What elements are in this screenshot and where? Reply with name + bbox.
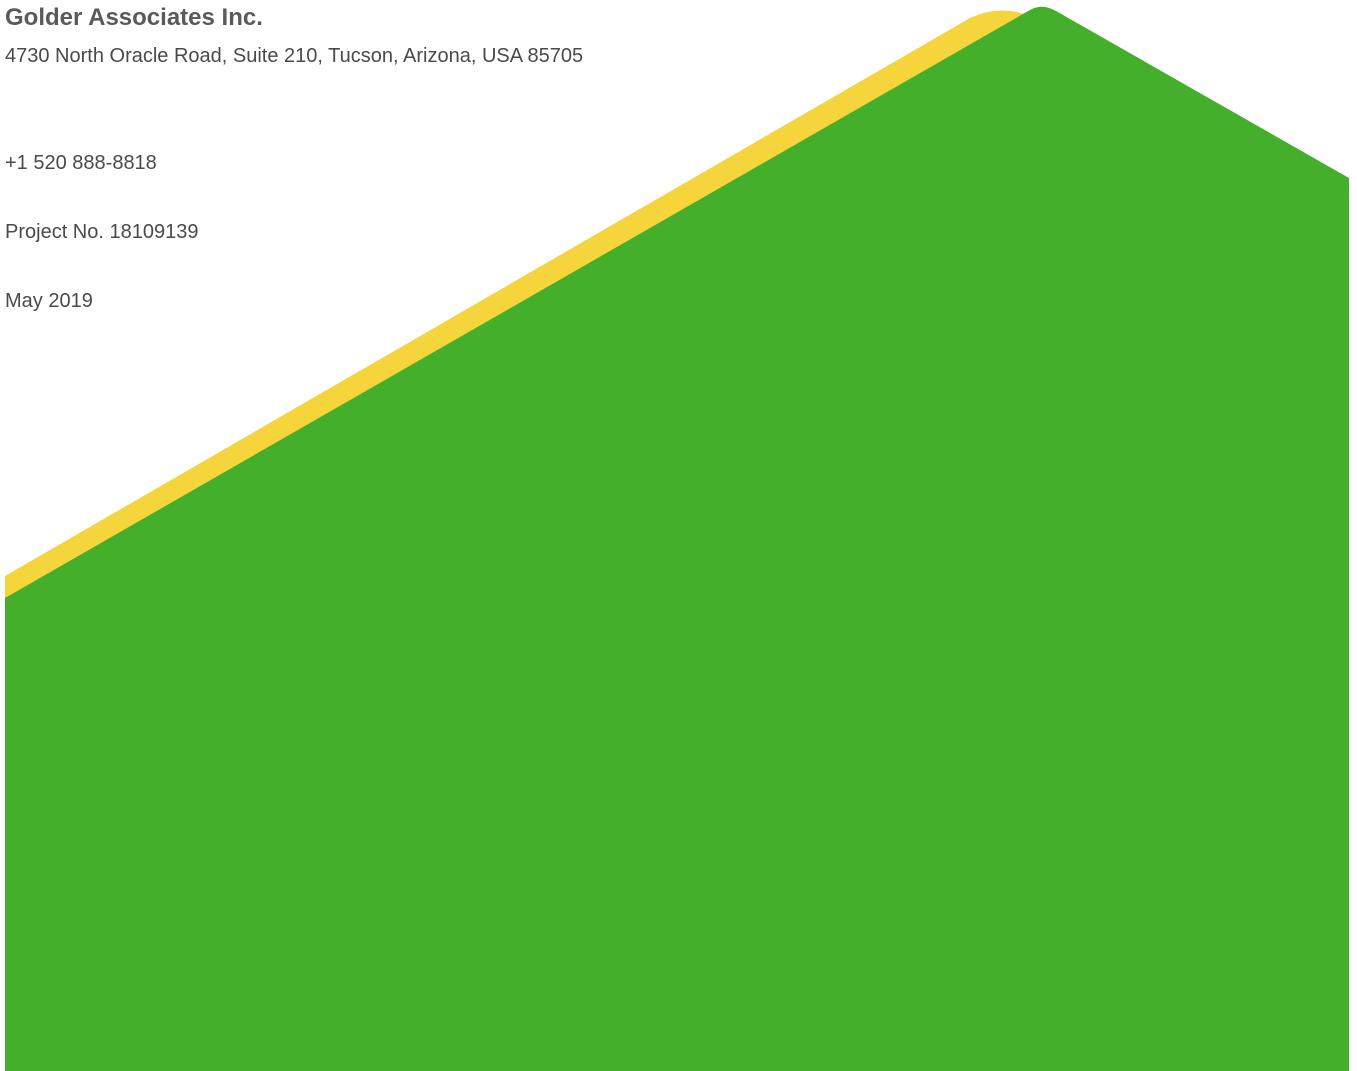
- company-phone: +1 520 888-8818: [5, 152, 157, 174]
- company-address: 4730 North Oracle Road, Suite 210, Tucso…: [5, 45, 584, 67]
- green-house-shape: [5, 6, 1349, 1071]
- report-date: May 2019: [5, 290, 93, 312]
- company-name: Golder Associates Inc.: [5, 4, 263, 31]
- project-number: Project No. 18109139: [5, 221, 199, 243]
